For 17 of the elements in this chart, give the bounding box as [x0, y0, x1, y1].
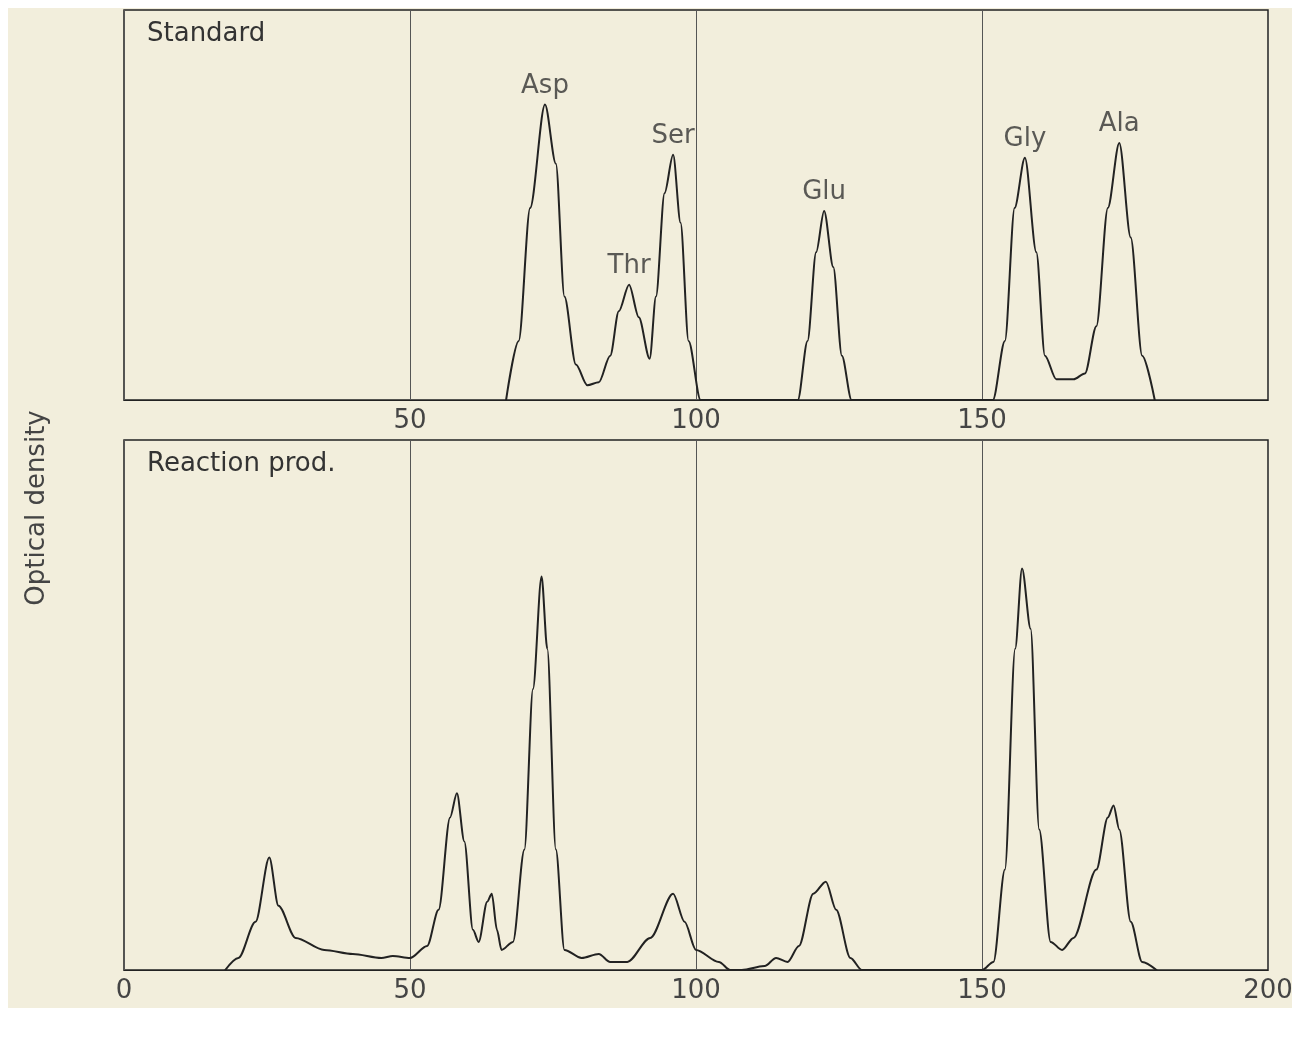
x-tick-label: 100	[671, 404, 721, 434]
annotation: Glu	[802, 174, 847, 205]
x-tick-label: 100	[671, 974, 721, 1004]
x-tick-label: 50	[393, 974, 427, 1004]
x-tick-label: 50	[393, 404, 427, 434]
annotation: Thr	[606, 248, 651, 279]
x-tick-label: 0	[115, 974, 133, 1004]
chart-title: Reaction prod.	[147, 447, 336, 477]
annotation: Ala	[1098, 106, 1140, 137]
x-tick-label: 150	[957, 974, 1007, 1004]
x-tick-label: 200	[1243, 974, 1293, 1004]
y-axis-title: Optical density	[20, 410, 50, 606]
annotation: Ser	[651, 118, 696, 149]
annotation: Asp	[521, 68, 569, 99]
chart-title: Standard	[147, 17, 266, 47]
x-tick-label: 150	[957, 404, 1007, 434]
annotation: Gly	[1003, 121, 1047, 152]
